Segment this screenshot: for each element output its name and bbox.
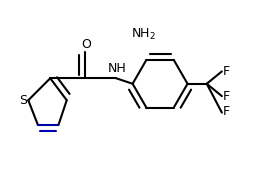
Text: NH$_2$: NH$_2$ <box>131 27 156 42</box>
Text: O: O <box>81 38 91 51</box>
Text: F: F <box>223 65 230 78</box>
Text: F: F <box>223 90 230 103</box>
Text: NH: NH <box>108 62 127 75</box>
Text: F: F <box>223 105 230 118</box>
Text: S: S <box>19 94 27 107</box>
